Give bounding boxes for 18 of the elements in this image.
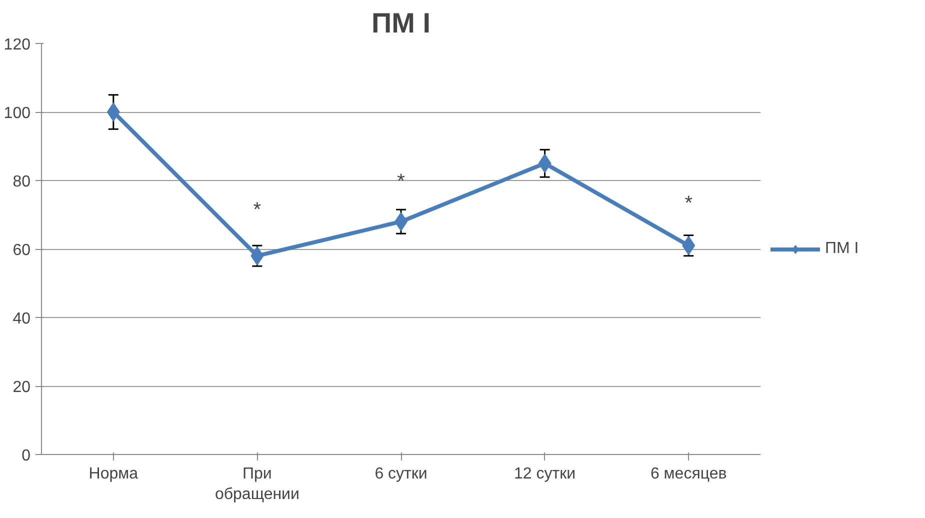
y-tick-label: 120 [4, 36, 31, 54]
annotation: * [253, 198, 262, 221]
y-tick-label: 0 [22, 448, 31, 464]
point [106, 102, 120, 122]
y-tick-label: 80 [12, 174, 31, 190]
annotation: * [397, 170, 406, 193]
x-tick-label: 6 месяцев [650, 466, 727, 482]
legend-label: ПМ I [825, 240, 859, 258]
chart-title: ПМ I [371, 8, 431, 38]
y-tick-label: 40 [12, 310, 31, 328]
x-tick-label: 12 сутки [514, 466, 576, 482]
y-tick-label: 20 [12, 379, 31, 396]
y-tick-label: 60 [12, 242, 31, 259]
x-tick-label: При обращении [214, 466, 300, 503]
x-tick-label: Норма [88, 466, 138, 482]
x-tick-label: 6 сутки [374, 466, 428, 482]
annotation: * [684, 192, 693, 215]
y-tick-label: 100 [4, 105, 31, 122]
